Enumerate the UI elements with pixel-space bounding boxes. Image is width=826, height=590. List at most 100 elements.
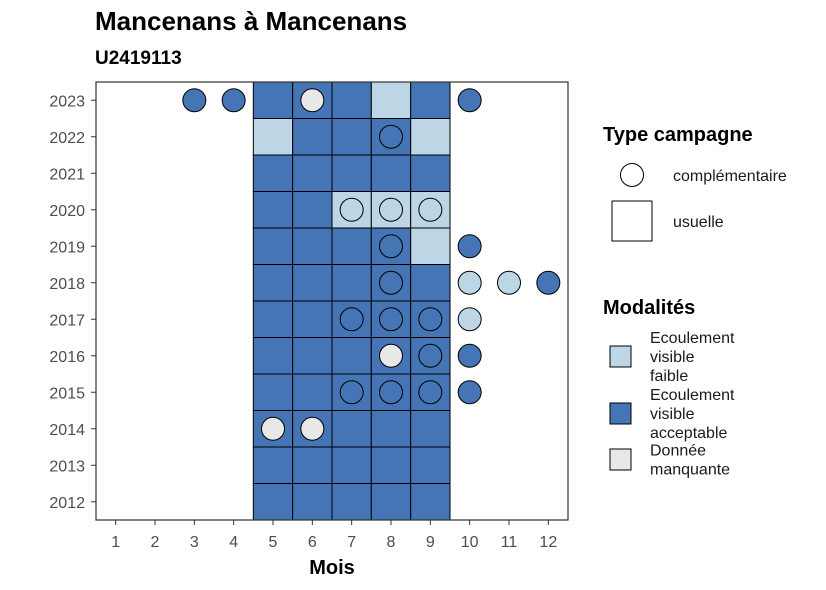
y-tick-label: 2023 [49, 93, 85, 110]
tile-2022-9 [410, 118, 451, 156]
point-2016-8 [379, 343, 403, 368]
x-tick-label: 11 [501, 534, 518, 551]
legend-modalite-label: acceptable [650, 425, 727, 442]
tile-2012-6 [292, 483, 333, 521]
tile-2021-5 [252, 154, 294, 192]
tile-2016-7 [331, 337, 372, 375]
tile-2018-9 [410, 264, 451, 302]
tile-2013-5 [252, 446, 294, 484]
y-tick-label: 2013 [49, 458, 85, 475]
legend-modalites-title: Modalités [603, 297, 695, 319]
legend-modalite-label: Donnée [650, 443, 706, 460]
legend-type-label: complémentaire [673, 168, 787, 185]
point-2015-9 [418, 380, 443, 405]
tile-2013-7 [331, 446, 372, 484]
point-2023-6 [300, 88, 325, 113]
point-2018-8 [379, 270, 403, 295]
legend-type-campagne: Type campagne complémentaire usuelle [603, 124, 787, 242]
chart-subtitle: U2419113 [95, 48, 182, 69]
tile-2022-5 [252, 118, 294, 156]
legend-modalite-label: Ecoulement [650, 387, 735, 404]
tile-2016-5 [252, 337, 294, 375]
tile-2021-8 [370, 154, 412, 192]
x-tick-label: 6 [308, 534, 317, 551]
tile-2012-8 [370, 483, 412, 521]
tile-2013-8 [370, 446, 412, 484]
tile-2021-7 [331, 154, 372, 192]
tile-2018-7 [331, 264, 372, 302]
panel-border [95, 81, 569, 521]
x-tick-label: 12 [539, 534, 557, 551]
x-axis: 1 2 3 4 5 6 7 8 9 10 11 12 [111, 520, 557, 551]
y-tick-label: 2019 [49, 239, 85, 256]
x-tick-label: 5 [269, 534, 278, 551]
legend-modalite-label: manquante [650, 462, 730, 479]
y-tick-label: 2016 [49, 349, 85, 366]
y-tick-label: 2022 [49, 130, 85, 147]
x-tick-label: 1 [111, 534, 120, 551]
point-2017-7 [339, 307, 364, 332]
tile-layer [252, 81, 451, 521]
y-tick-label: 2015 [49, 385, 85, 402]
legend-modalite-label: visible [650, 349, 695, 366]
legend-type-title: Type campagne [603, 124, 753, 146]
tile-2015-6 [292, 373, 333, 411]
tile-2019-7 [331, 227, 372, 265]
x-tick-label: 8 [387, 534, 396, 551]
tile-2018-5 [252, 264, 294, 302]
tile-2013-6 [292, 446, 333, 484]
point-layer [182, 88, 561, 441]
point-2018-10 [457, 270, 482, 295]
point-2020-9 [418, 197, 443, 222]
x-tick-label: 3 [190, 534, 199, 551]
legend-key-square [611, 200, 653, 242]
y-tick-label: 2014 [49, 422, 85, 439]
tile-2017-5 [252, 300, 294, 338]
point-2016-9 [418, 343, 443, 368]
tile-2020-6 [292, 191, 333, 229]
x-tick-label: 7 [347, 534, 356, 551]
tile-2023-7 [331, 81, 372, 119]
legend-type-label: usuelle [673, 214, 724, 231]
tile-2014-8 [370, 410, 412, 448]
tile-2017-6 [292, 300, 333, 338]
legend-modalite-label: faible [650, 368, 688, 385]
legend-key-faible [609, 345, 632, 368]
legend-modalite-label: visible [650, 406, 695, 423]
legend-key-acceptable [609, 402, 632, 425]
tile-2022-6 [292, 118, 333, 156]
point-2023-3 [182, 88, 207, 113]
y-tick-label: 2020 [49, 203, 85, 220]
tile-2012-5 [252, 483, 294, 521]
tile-2021-6 [292, 154, 333, 192]
tile-2019-5 [252, 227, 294, 265]
x-tick-label: 4 [229, 534, 238, 551]
tile-2023-5 [252, 81, 294, 119]
point-2018-11 [497, 270, 521, 295]
point-2019-10 [457, 234, 482, 259]
tile-2022-7 [331, 118, 372, 156]
point-2015-7 [339, 380, 364, 405]
y-tick-label: 2017 [49, 312, 85, 329]
point-2015-10 [457, 380, 482, 405]
point-2023-10 [457, 88, 482, 113]
tile-2020-5 [252, 191, 294, 229]
y-axis: 2012 2013 2014 2015 2016 2017 2018 2019 2020 2021… [49, 93, 96, 512]
tile-2015-5 [252, 373, 294, 411]
tile-2023-9 [410, 81, 451, 119]
point-2015-8 [379, 380, 403, 405]
point-2017-10 [457, 307, 482, 332]
point-2019-8 [379, 234, 403, 259]
point-2020-8 [379, 197, 403, 222]
tile-2016-6 [292, 337, 333, 375]
x-tick-label: 2 [151, 534, 160, 551]
x-axis-title: Mois [309, 557, 355, 579]
tile-2013-9 [410, 446, 451, 484]
y-tick-label: 2018 [49, 276, 85, 293]
tile-2012-7 [331, 483, 372, 521]
tile-2023-8 [370, 81, 412, 119]
point-2016-10 [457, 343, 482, 368]
y-tick-label: 2012 [49, 495, 85, 512]
point-2022-8 [379, 124, 403, 149]
